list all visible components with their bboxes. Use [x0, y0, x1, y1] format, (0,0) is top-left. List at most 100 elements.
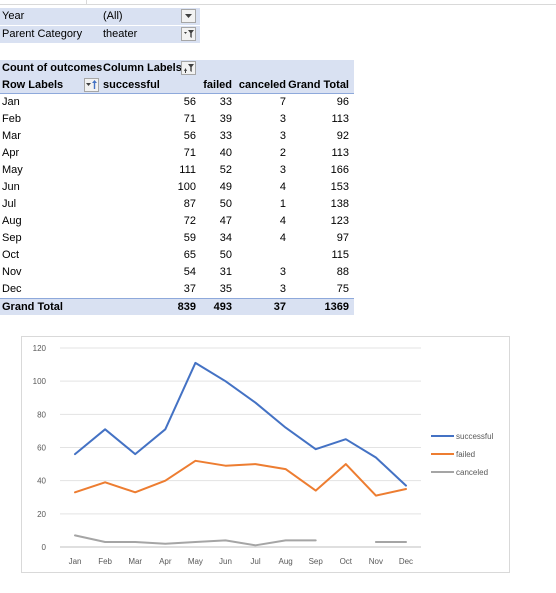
table-row: Feb 71 39 3 113	[0, 111, 354, 128]
filter-year: Year (All)	[0, 8, 200, 25]
cell-successful: 56	[183, 96, 196, 108]
dropdown-arrow-icon	[185, 14, 192, 18]
cell-grand-total: 88	[336, 266, 349, 278]
cell-failed: 52	[219, 164, 232, 176]
legend-label-failed: failed	[456, 450, 475, 459]
row-sort-filter-button[interactable]	[84, 78, 99, 92]
y-tick-label: 120	[33, 344, 47, 353]
row-label: Jul	[2, 198, 17, 210]
cell-canceled: 3	[279, 283, 286, 295]
pivot-body: Jan 56 33 7 96 Feb 71 39 3 113 Mar 56 33 3 92 Apr 71 40 2 1…	[0, 94, 354, 298]
table-row: Oct 65 50 115	[0, 247, 354, 264]
filter-parent-category: Parent Category theater	[0, 26, 200, 43]
pivot-filters: Year (All) Parent Category theater	[0, 8, 200, 43]
cell-failed: 50	[219, 249, 232, 261]
y-tick-label: 20	[37, 510, 46, 519]
filter-active-button[interactable]	[181, 27, 196, 41]
pivot-table: Count of outcomes Column Labels Row Labe…	[0, 60, 354, 315]
column-header-failed: failed	[203, 79, 232, 91]
cell-failed: 49	[219, 181, 232, 193]
table-row: Aug 72 47 4 123	[0, 213, 354, 230]
cell-grand-total: 138	[330, 198, 349, 210]
x-tick-label: Jun	[219, 557, 232, 566]
cell-canceled: 1	[279, 198, 286, 210]
filter-value: (All)	[103, 10, 123, 22]
pivot-header-row: Count of outcomes Column Labels	[0, 60, 354, 77]
cell-canceled: 4	[279, 215, 286, 227]
cell-successful: 65	[183, 249, 196, 261]
cell-grand-total: 92	[336, 130, 349, 142]
cell-grand-total: 113	[331, 113, 349, 125]
cell-canceled: 3	[279, 266, 286, 278]
pivot-column-header-row: Row Labels successful failed canceled Gr…	[0, 77, 354, 94]
table-row: Nov 54 31 3 88	[0, 264, 354, 281]
cell-canceled: 3	[279, 113, 286, 125]
legend-label-canceled: canceled	[456, 468, 488, 477]
row-label: Nov	[2, 266, 22, 278]
x-tick-label: May	[188, 557, 203, 566]
cell-failed: 40	[219, 147, 232, 159]
x-tick-label: Feb	[98, 557, 112, 566]
x-tick-label: Nov	[369, 557, 383, 566]
table-row: Jun 100 49 4 153	[0, 179, 354, 196]
cell-canceled: 3	[279, 130, 286, 142]
row-label: Feb	[2, 113, 21, 125]
cell-canceled: 4	[279, 232, 286, 244]
row-label: Apr	[2, 147, 20, 159]
row-label: Aug	[2, 215, 22, 227]
table-row: Jul 87 50 1 138	[0, 196, 354, 213]
y-tick-label: 40	[37, 477, 46, 486]
cell-grand-total: 123	[330, 215, 349, 227]
cell-successful: 71	[183, 113, 196, 125]
column-filter-button[interactable]	[181, 61, 196, 75]
cell-canceled: 3	[279, 164, 286, 176]
cell-failed: 34	[219, 232, 232, 244]
row-label: Oct	[2, 249, 20, 261]
x-tick-label: Apr	[159, 557, 172, 566]
table-row: Apr 71 40 2 113	[0, 145, 354, 162]
cell-grand-total: 115	[331, 249, 349, 261]
cell-failed: 39	[219, 113, 232, 125]
table-row: Dec 37 35 3 75	[0, 281, 354, 298]
cell-grand-total: 75	[336, 283, 349, 295]
row-label: Sep	[2, 232, 22, 244]
legend-label-successful: successful	[456, 432, 494, 441]
cell-grand-total: 96	[336, 96, 349, 108]
cell-successful: 111	[179, 164, 196, 176]
series-line-canceled	[74, 534, 317, 547]
cell-successful: 37	[183, 283, 196, 295]
column-header-successful: successful	[103, 79, 160, 91]
cell-failed: 31	[219, 266, 232, 278]
series-line-failed	[74, 459, 407, 497]
x-tick-label: Dec	[399, 557, 413, 566]
table-row: May 111 52 3 166	[0, 162, 354, 179]
cell-grand-total: 113	[331, 147, 349, 159]
total-cell-failed: 493	[213, 301, 232, 313]
row-label: Mar	[2, 130, 21, 142]
filter-dropdown-button[interactable]	[181, 9, 196, 23]
grand-total-label: Grand Total	[2, 301, 63, 313]
x-tick-label: Jul	[250, 557, 260, 566]
line-chart-canvas: 0 20 40 60 80 100 120 Jan Feb Mar Apr May Jun Jul Aug S…	[33, 344, 494, 566]
cell-successful: 71	[183, 147, 196, 159]
cell-failed: 33	[219, 130, 232, 142]
total-cell-grand-total: 1369	[324, 301, 349, 313]
line-chart[interactable]: 0 20 40 60 80 100 120 Jan Feb Mar Apr May Jun Jul Aug S…	[21, 336, 510, 573]
row-label: May	[2, 164, 23, 176]
table-row: Mar 56 33 3 92	[0, 128, 354, 145]
x-tick-label: Oct	[340, 557, 353, 566]
column-divider	[86, 0, 87, 5]
cell-successful: 56	[183, 130, 196, 142]
x-tick-label: Sep	[309, 557, 324, 566]
sort-filter-icon	[86, 80, 97, 89]
total-cell-successful: 839	[177, 301, 196, 313]
cell-canceled: 4	[279, 181, 286, 193]
table-row: Sep 59 34 4 97	[0, 230, 354, 247]
y-tick-label: 60	[37, 444, 46, 453]
cell-successful: 100	[177, 181, 196, 193]
column-header-grand-total: Grand Total	[288, 79, 349, 91]
filter-funnel-icon	[184, 30, 194, 38]
filter-value: theater	[103, 28, 138, 40]
cell-failed: 47	[219, 215, 232, 227]
y-tick-label: 0	[42, 543, 47, 552]
